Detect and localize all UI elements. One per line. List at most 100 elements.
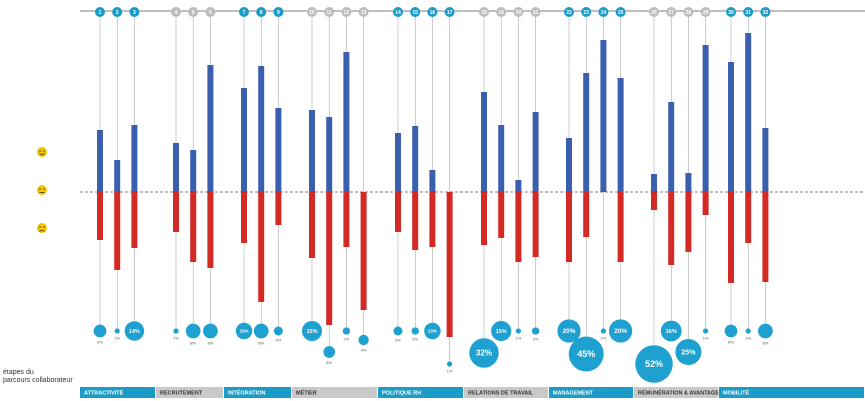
negative-bar: [728, 192, 734, 283]
positive-bar: [745, 33, 752, 192]
step-marker: [273, 7, 284, 17]
group-band: [378, 387, 463, 398]
step-marker: [205, 7, 216, 17]
negative-bar: [566, 192, 572, 262]
group-label: MOBILITÉ: [723, 388, 750, 396]
share-label: 1%: [447, 369, 453, 374]
negative-bar: [343, 192, 350, 247]
negative-bar: [702, 192, 709, 215]
positive-bar: [429, 170, 436, 192]
share-label: 25%: [681, 348, 696, 356]
share-bubble: [124, 321, 145, 341]
step-marker: [598, 7, 609, 17]
positive-bar: [207, 65, 214, 192]
step-number: 7: [243, 10, 246, 16]
share-label: 5%: [326, 360, 332, 365]
share-label: 1%: [516, 336, 522, 341]
negative-bar: [114, 192, 121, 270]
share-label: 1%: [601, 336, 607, 341]
negative-bar: [446, 192, 453, 337]
negative-bar: [275, 192, 282, 225]
group-band: [464, 387, 548, 398]
share-bubble: [203, 323, 218, 339]
step-number: 12: [344, 10, 350, 16]
step-marker: [496, 7, 507, 17]
group-label: MÉTIER: [296, 388, 317, 396]
positive-bar: [481, 92, 487, 192]
positive-bar: [762, 128, 769, 192]
group-band: [719, 387, 864, 398]
step-number: 18: [481, 10, 487, 16]
share-bubble: [660, 320, 682, 342]
share-label: 6%: [728, 339, 734, 344]
step-marker: [683, 7, 694, 17]
share-bubble: [635, 345, 673, 383]
negative-bar: [429, 192, 436, 247]
step-number: 27: [668, 10, 674, 16]
share-bubble: [114, 328, 120, 334]
share-bubble: [235, 322, 253, 340]
step-number: 3: [133, 10, 136, 16]
positive-bar: [668, 102, 675, 192]
step-marker: [700, 7, 711, 17]
share-bubble: [745, 328, 751, 334]
negative-bar: [617, 192, 624, 262]
share-label: 1%: [745, 336, 751, 341]
positive-bar: [114, 160, 121, 192]
step-number: 30: [728, 10, 734, 16]
share-label: 45%: [577, 349, 595, 359]
step-marker: [649, 7, 659, 17]
share-label: 10%: [428, 329, 437, 334]
share-bubble: [173, 328, 179, 334]
share-bubble: [411, 327, 419, 335]
positive-bar: [241, 88, 247, 192]
negative-bar: [258, 192, 265, 302]
step-number: 31: [745, 10, 751, 16]
step-marker: [171, 7, 181, 17]
negative-bar: [651, 192, 657, 210]
share-label: 32%: [476, 349, 492, 358]
step-marker: [760, 7, 771, 17]
step-number: 19: [498, 10, 504, 16]
step-number: 8: [260, 10, 263, 16]
step-number: 4: [175, 10, 178, 16]
step-number: 11: [327, 10, 333, 16]
smiley-neutral: [37, 185, 47, 195]
step-number: 14: [395, 10, 401, 16]
negative-bar: [412, 192, 419, 250]
negative-bar: [173, 192, 179, 232]
step-marker: [615, 7, 626, 17]
axis-title: étapes du: [3, 369, 34, 376]
positive-bar: [258, 66, 265, 192]
share-bubble: [393, 326, 403, 336]
step-marker: [581, 7, 592, 17]
share-bubble: [531, 327, 540, 335]
share-label: 1%: [114, 336, 120, 341]
positive-bar: [617, 78, 624, 192]
positive-bar: [131, 125, 138, 192]
step-number: 23: [583, 10, 589, 16]
share-bubble: [608, 319, 633, 343]
group-band: [549, 387, 633, 398]
share-bubble: [93, 324, 107, 338]
step-marker: [513, 7, 524, 17]
step-marker: [358, 7, 369, 17]
positive-bar: [532, 112, 539, 192]
group-band: [156, 387, 223, 398]
share-bubble: [600, 328, 607, 334]
step-number: 22: [566, 10, 572, 16]
negative-bar: [515, 192, 522, 262]
share-label: 15%: [306, 329, 317, 335]
step-number: 17: [447, 10, 453, 16]
step-marker: [129, 7, 140, 17]
group-label: ATTRACTIVITÉ: [84, 388, 124, 396]
negative-bar: [668, 192, 675, 265]
step-number: 16: [430, 10, 436, 16]
share-bubble: [568, 336, 604, 372]
step-marker: [427, 7, 438, 17]
negative-bar: [97, 192, 103, 240]
share-bubble: [273, 326, 283, 336]
step-number: 21: [533, 10, 539, 16]
share-label: 2%: [412, 337, 418, 342]
